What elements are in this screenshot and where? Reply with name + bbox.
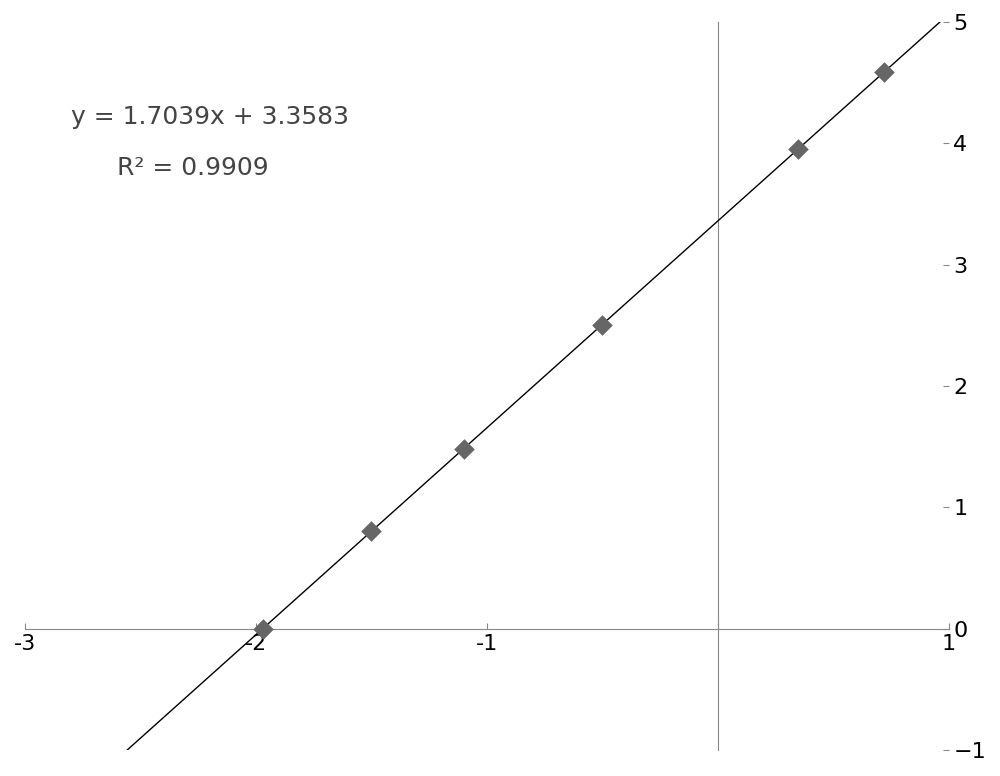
Text: y = 1.7039x + 3.3583: y = 1.7039x + 3.3583 (71, 105, 349, 129)
Text: R² = 0.9909: R² = 0.9909 (117, 155, 269, 179)
Point (363, 525, 379, 538)
Point (456, 442, 472, 455)
Point (255, 622, 271, 635)
Point (790, 143, 806, 155)
Point (594, 318, 610, 331)
Point (876, 66, 892, 78)
